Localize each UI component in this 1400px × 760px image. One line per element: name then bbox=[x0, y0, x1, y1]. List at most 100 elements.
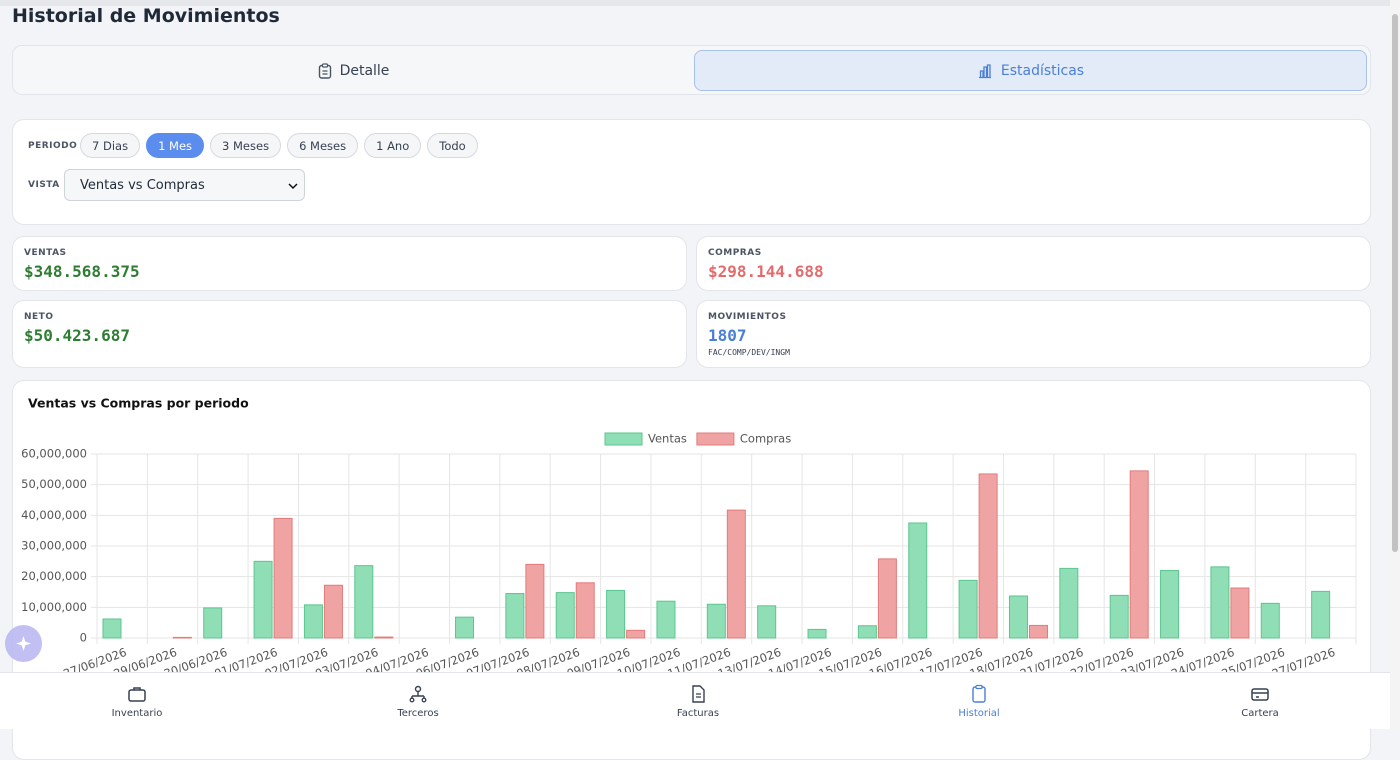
bar bbox=[555, 592, 575, 639]
chart-title: Ventas vs Compras por periodo bbox=[28, 396, 249, 411]
bar bbox=[857, 625, 877, 639]
stat-value: $50.423.687 bbox=[24, 326, 130, 345]
bar bbox=[877, 558, 897, 639]
bar bbox=[354, 565, 374, 639]
bar bbox=[1129, 470, 1149, 639]
tab[interactable]: Detalle bbox=[17, 50, 690, 91]
bar bbox=[323, 584, 343, 639]
bar bbox=[1059, 567, 1079, 639]
bar bbox=[273, 517, 293, 639]
assistant-button[interactable] bbox=[5, 625, 42, 662]
stat-value: $348.568.375 bbox=[24, 262, 140, 281]
bar bbox=[1109, 594, 1129, 639]
bar bbox=[102, 618, 122, 639]
bar bbox=[978, 473, 998, 639]
bottom-nav: Inventario Terceros Facturas Historial Carte… bbox=[0, 672, 1390, 729]
chevron bbox=[288, 183, 298, 190]
y-tick-label: 50,000,000 bbox=[21, 477, 87, 491]
bar bbox=[706, 603, 726, 639]
stat-label: VENTAS bbox=[24, 248, 67, 258]
bar bbox=[1260, 602, 1280, 639]
filter-card: PERIODO 7 Dias 1 Mes 3 Meses 6 Meses 1 Ano To… bbox=[12, 119, 1371, 225]
y-tick-label: 0 bbox=[80, 631, 87, 645]
nav-icon bbox=[972, 684, 986, 703]
bar bbox=[455, 616, 475, 639]
bar bbox=[1311, 590, 1331, 639]
bar bbox=[1230, 587, 1250, 639]
stat-note: FAC/COMP/DEV/INGM bbox=[708, 348, 790, 357]
nav-label: Inventario bbox=[111, 708, 163, 719]
icon bbox=[16, 636, 31, 651]
nav-item[interactable]: Inventario bbox=[77, 673, 197, 730]
nav-label: Facturas bbox=[676, 708, 720, 719]
nav-icon bbox=[409, 685, 427, 703]
stat-label: COMPRAS bbox=[708, 248, 762, 258]
period-pill[interactable]: 3 Meses bbox=[210, 133, 282, 158]
stat-card: VENTAS $348.568.375 bbox=[12, 236, 687, 291]
bar bbox=[757, 605, 777, 639]
tabs: Detalle Estadísticas bbox=[12, 45, 1371, 95]
bar bbox=[958, 579, 978, 639]
view-select[interactable]: Ventas vs Compras bbox=[64, 169, 305, 201]
bar bbox=[505, 593, 525, 639]
tab[interactable]: Estadísticas bbox=[694, 50, 1367, 91]
stat-card: COMPRAS $298.144.688 bbox=[696, 236, 1371, 291]
bar bbox=[626, 629, 646, 639]
period-pills: 7 Dias 1 Mes 3 Meses 6 Meses 1 Ano Todo bbox=[80, 133, 478, 158]
page-title: Historial de Movimientos bbox=[12, 5, 280, 27]
period-pill[interactable]: 6 Meses bbox=[287, 133, 359, 158]
bar bbox=[253, 560, 273, 639]
scrollbar bbox=[1390, 0, 1400, 729]
period-pill[interactable]: Todo bbox=[427, 133, 478, 158]
nav-icon bbox=[1251, 688, 1269, 701]
nav-item[interactable]: Historial bbox=[919, 673, 1039, 730]
nav-label: Historial bbox=[958, 708, 1000, 719]
stat-label: NETO bbox=[24, 312, 54, 322]
bar bbox=[726, 509, 746, 639]
legend-label: Ventas bbox=[648, 432, 687, 446]
nav-icon bbox=[692, 685, 705, 703]
tab-label: Detalle bbox=[339, 62, 390, 79]
icon bbox=[978, 63, 991, 78]
y-tick-label: 40,000,000 bbox=[21, 508, 87, 522]
bar bbox=[303, 604, 323, 639]
bar bbox=[1210, 566, 1230, 639]
bar bbox=[575, 582, 595, 639]
nav-item[interactable]: Cartera bbox=[1200, 673, 1320, 730]
bar bbox=[374, 636, 394, 639]
bar bbox=[1160, 570, 1180, 639]
bar bbox=[203, 607, 223, 639]
top-strip bbox=[0, 0, 1400, 6]
nav-label: Cartera bbox=[1241, 708, 1279, 719]
nav-item[interactable]: Terceros bbox=[358, 673, 478, 730]
stat-label: MOVIMIENTOS bbox=[708, 312, 787, 322]
stat-card: MOVIMIENTOS 1807 FAC/COMP/DEV/INGM bbox=[696, 300, 1371, 368]
period-pill[interactable]: 7 Dias bbox=[80, 133, 141, 158]
view-label: VISTA bbox=[28, 180, 60, 190]
bar bbox=[172, 636, 192, 639]
bar bbox=[1008, 595, 1028, 639]
y-tick-label: 30,000,000 bbox=[21, 539, 87, 553]
period-label: PERIODO bbox=[28, 141, 78, 151]
stat-card: NETO $50.423.687 bbox=[12, 300, 687, 368]
bar bbox=[525, 563, 545, 639]
legend-label: Compras bbox=[740, 432, 791, 446]
nav-icon bbox=[128, 687, 146, 702]
bar bbox=[1028, 624, 1048, 639]
scroll-thumb bbox=[1392, 14, 1398, 552]
nav-item[interactable]: Facturas bbox=[638, 673, 758, 730]
legend-swatch bbox=[696, 432, 735, 446]
tab-label: Estadísticas bbox=[1000, 62, 1085, 79]
nav-label: Terceros bbox=[397, 708, 439, 719]
bar bbox=[807, 628, 827, 639]
period-pill[interactable]: 1 Mes bbox=[146, 133, 205, 158]
period-pill[interactable]: 1 Ano bbox=[364, 133, 422, 158]
bar bbox=[656, 600, 676, 639]
y-tick-label: 10,000,000 bbox=[21, 600, 87, 614]
select-value: Ventas vs Compras bbox=[80, 177, 205, 193]
y-tick-label: 60,000,000 bbox=[21, 447, 87, 461]
stat-value: $298.144.688 bbox=[708, 262, 824, 281]
stat-value: 1807 bbox=[708, 326, 747, 345]
y-tick-label: 20,000,000 bbox=[21, 569, 87, 583]
bar bbox=[908, 522, 928, 639]
